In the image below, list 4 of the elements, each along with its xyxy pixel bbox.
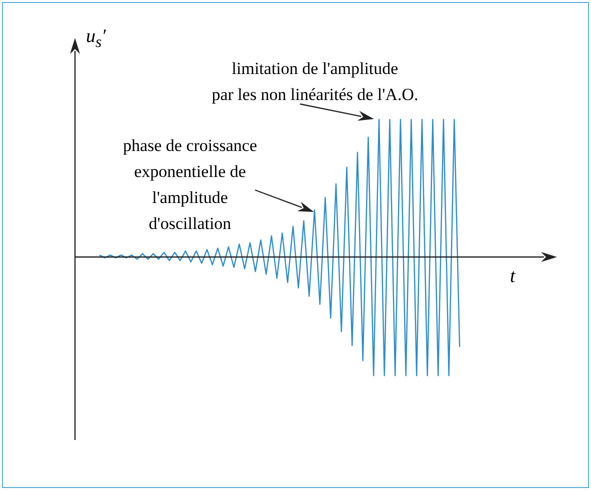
text: limitation de l'amplitude par les non linéarités de l'A.O. [210,58,420,106]
x-axis-title: t [510,266,516,288]
annotation: phase de croissance exponentielle de l'amplitude d'oscillation [122,135,258,235]
y-axis-title: u$_{s}$′ [86,26,106,52]
